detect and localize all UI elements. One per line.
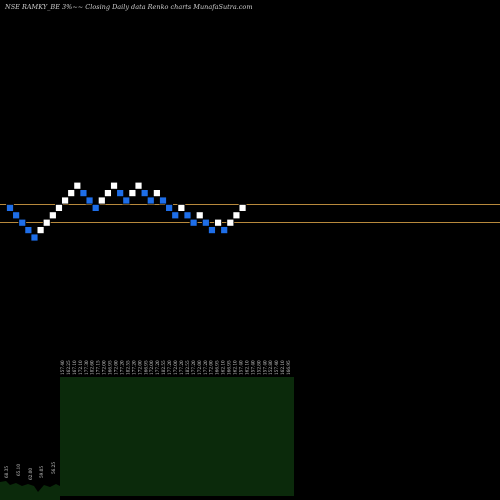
renko-brick-14-down xyxy=(85,196,94,205)
renko-brick-33-down xyxy=(201,218,210,227)
renko-brick-20-down xyxy=(122,196,131,205)
volume-price-label: 172.00 xyxy=(114,360,119,375)
renko-brick-10-up xyxy=(61,196,69,205)
volume-price-label: 166.95 xyxy=(286,360,291,375)
renko-brick-5-down xyxy=(30,233,39,242)
renko-brick-7-up xyxy=(42,218,51,227)
renko-brick-39-up xyxy=(238,203,247,212)
volume-price-label: 172.00 xyxy=(137,360,142,375)
renko-brick-32-up xyxy=(195,211,204,220)
renko-brick-23-down xyxy=(140,189,149,198)
volume-price-label: 166.95 xyxy=(108,360,113,375)
volume-price-label: 166.95 xyxy=(227,360,232,375)
volume-area-left xyxy=(0,481,60,500)
renko-brick-25-up xyxy=(152,189,161,198)
volume-price-label: 157.40 xyxy=(238,360,243,375)
volume-price-label: 157.40 xyxy=(250,360,255,375)
volume-price-label: 182.55 xyxy=(185,360,190,375)
renko-brick-16-up xyxy=(97,196,106,205)
renko-brick-12-up xyxy=(73,181,82,190)
volume-price-label: 166.95 xyxy=(215,360,220,375)
renko-brick-18-up xyxy=(110,181,118,190)
renko-brick-13-down xyxy=(79,189,88,198)
volume-price-label: 162.10 xyxy=(280,360,285,375)
volume-price-label: 172.00 xyxy=(197,360,202,375)
renko-brick-37-up xyxy=(226,218,235,227)
volume-left-label: 65.10 xyxy=(16,464,21,476)
volume-price-label: 177.20 xyxy=(203,360,208,375)
volume-price-label: 177.20 xyxy=(155,360,160,375)
renko-brick-9-up xyxy=(55,203,63,212)
volume-price-label: 162.10 xyxy=(233,360,238,375)
volume-area-main xyxy=(60,377,294,496)
renko-brick-8-up xyxy=(48,211,57,220)
renko-brick-15-down xyxy=(91,203,100,212)
renko-brick-35-up xyxy=(214,218,222,227)
renko-brick-17-up xyxy=(104,189,112,198)
renko-brick-27-down xyxy=(165,203,174,212)
volume-price-label: 162.25 xyxy=(66,360,71,375)
volume-left-label: 68.35 xyxy=(4,466,9,478)
volume-price-label: 152.80 xyxy=(268,360,273,375)
volume-price-label: 172.00 xyxy=(209,360,214,375)
renko-brick-2-down xyxy=(12,211,21,220)
renko-brick-30-down xyxy=(183,211,192,220)
renko-brick-4-down xyxy=(24,226,33,235)
renko-brick-1-down xyxy=(6,203,14,212)
renko-brick-22-up xyxy=(134,181,143,190)
volume-price-label: 177.20 xyxy=(179,360,184,375)
volume-price-label: 177.15 xyxy=(96,360,101,375)
renko-brick-3-down xyxy=(18,218,27,227)
volume-price-label: 166.95 xyxy=(143,360,148,375)
volume-left-label: 56.25 xyxy=(51,462,56,474)
volume-price-label: 182.55 xyxy=(161,360,166,375)
volume-price-label: 157.40 xyxy=(60,360,65,375)
volume-price-label: 182.60 xyxy=(90,360,95,375)
renko-brick-36-down xyxy=(220,226,229,235)
volume-price-label: 177.30 xyxy=(84,360,89,375)
volume-left-label: 62.00 xyxy=(28,468,33,480)
volume-price-label: 167.10 xyxy=(72,360,77,375)
renko-bricks xyxy=(6,181,247,242)
reference-lines xyxy=(0,204,500,223)
volume-price-label: 172.00 xyxy=(102,360,107,375)
volume-left-label: 59.05 xyxy=(39,466,44,478)
volume-price-label: 182.55 xyxy=(125,360,130,375)
chart-title: NSE RAMKY_BE 3%~~ Closing Daily data Ren… xyxy=(5,3,253,11)
renko-brick-26-down xyxy=(159,196,167,205)
renko-brick-21-up xyxy=(128,189,137,198)
renko-brick-31-down xyxy=(189,218,198,227)
volume-price-label: 162.10 xyxy=(221,360,226,375)
volume-price-label: 177.20 xyxy=(119,360,124,375)
renko-brick-34-down xyxy=(208,226,216,235)
renko-brick-19-down xyxy=(116,189,125,198)
renko-brick-6-up xyxy=(36,226,45,235)
volume-price-label: 157.40 xyxy=(274,360,279,375)
volume-price-label: 162.10 xyxy=(244,360,249,375)
volume-price-label: 177.20 xyxy=(131,360,136,375)
volume-price-label: 172.00 xyxy=(173,360,178,375)
renko-brick-24-down xyxy=(146,196,155,205)
volume-price-label: 177.20 xyxy=(191,360,196,375)
renko-brick-29-up xyxy=(177,203,186,212)
renko-brick-38-up xyxy=(232,211,241,220)
volume-price-label: 172.10 xyxy=(78,360,83,375)
renko-brick-28-down xyxy=(171,211,180,220)
volume-price-label: 152.80 xyxy=(256,360,261,375)
volume-price-label: 172.00 xyxy=(149,360,154,375)
renko-brick-11-up xyxy=(67,189,76,198)
volume-price-label: 177.20 xyxy=(167,360,172,375)
volume-price-label: 157.40 xyxy=(262,360,267,375)
